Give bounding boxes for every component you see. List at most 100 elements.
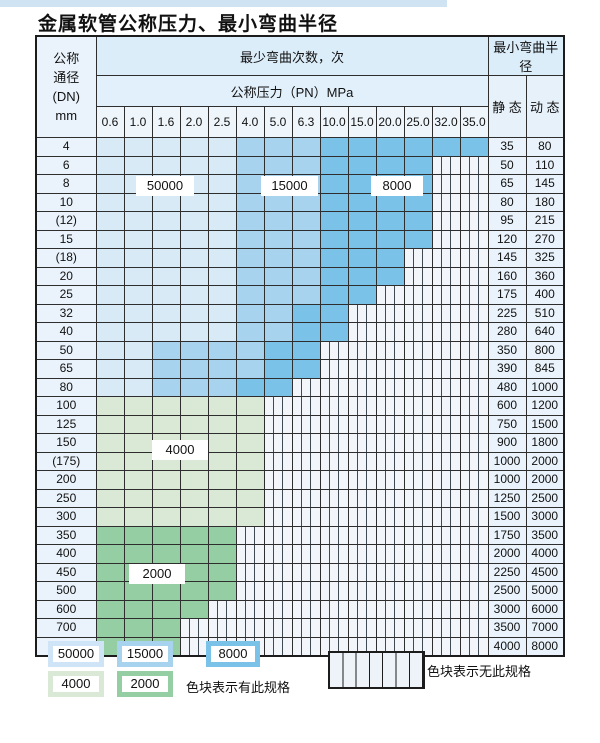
spec-cell-4000 [151,507,181,527]
dynamic-radius-cell: 215 [525,211,565,231]
pressure-value-header: 2.0 [179,106,209,138]
no-spec-cell [347,488,377,508]
dynamic-radius-cell: 5000 [525,581,565,601]
spec-cell-4000 [95,470,125,490]
pressure-value-header: 15.0 [347,106,377,138]
spec-cell-8000 [319,155,349,175]
no-spec-cell [263,451,293,471]
legend-no-spec-note: 色块表示无此规格 [427,664,532,679]
dn-cell: (175) [35,451,97,471]
spec-cell-15000 [291,266,321,286]
dynamic-radius-cell: 6000 [525,599,565,619]
spec-cell-2000 [123,581,153,601]
no-spec-cell [459,303,489,323]
spec-cell-8000 [375,266,405,286]
spec-cell-4000 [95,488,125,508]
spec-cell-4000 [235,396,265,416]
no-spec-cell [403,451,433,471]
spec-cell-15000 [207,340,237,360]
spec-cell-50000 [123,137,153,157]
no-spec-cell [375,359,405,379]
spec-cell-4000 [95,451,125,471]
spec-cell-50000 [207,137,237,157]
static-radius-cell: 50 [487,155,527,175]
dynamic-radius-cell: 3500 [525,525,565,545]
no-spec-cell [375,562,405,582]
spec-cell-4000 [151,414,181,434]
no-spec-cell [459,192,489,212]
no-spec-cell [403,581,433,601]
no-spec-cell [431,359,461,379]
no-spec-cell [431,414,461,434]
spec-cell-15000 [291,137,321,157]
spec-cell-4000 [179,396,209,416]
spec-cell-15000 [235,303,265,323]
no-spec-cell [459,451,489,471]
spec-cell-8000 [319,229,349,249]
spec-cell-2000 [123,544,153,564]
static-radius-cell: 65 [487,174,527,194]
spec-cell-50000 [95,285,125,305]
no-spec-cell [459,544,489,564]
dynamic-radius-cell: 360 [525,266,565,286]
spec-cell-50000 [123,211,153,231]
static-radius-cell: 900 [487,433,527,453]
spec-cell-50000 [95,248,125,268]
spec-cell-4000 [179,488,209,508]
spec-cell-50000 [179,248,209,268]
dn-cell: 32 [35,303,97,323]
table-row: 10 80 180 [35,192,565,212]
table-row: 40 280 640 [35,322,565,342]
spec-cell-15000 [207,359,237,379]
spec-cell-8000 [263,359,293,379]
no-spec-cell [375,285,405,305]
no-spec-cell [459,599,489,619]
no-spec-cell [431,229,461,249]
no-spec-cell [319,377,349,397]
spec-cell-50000 [95,266,125,286]
dynamic-radius-cell: 800 [525,340,565,360]
spec-cell-4000 [207,451,237,471]
no-spec-cell [291,433,321,453]
spec-cell-50000 [151,192,181,212]
static-radius-cell: 145 [487,248,527,268]
spec-cell-8000 [375,192,405,212]
dn-cell: 50 [35,340,97,360]
static-radius-cell: 1500 [487,507,527,527]
spec-cell-4000 [207,396,237,416]
spec-cell-50000 [207,322,237,342]
no-spec-cell [431,525,461,545]
spec-cell-8000 [375,229,405,249]
spec-cell-15000 [179,340,209,360]
spec-cell-8000 [319,285,349,305]
spec-cell-8000 [263,340,293,360]
static-radius-cell: 750 [487,414,527,434]
static-radius-cell: 80 [487,192,527,212]
header-pressure: 公称压力（PN）MPa [95,75,489,107]
band-label-8000: 8000 [371,176,423,196]
spec-cell-15000 [263,211,293,231]
no-spec-cell [403,248,433,268]
table-row: 150 900 1800 [35,433,565,453]
dynamic-radius-cell: 845 [525,359,565,379]
no-spec-cell [403,266,433,286]
spec-cell-15000 [291,248,321,268]
no-spec-cell [375,581,405,601]
static-radius-cell: 4000 [487,636,527,657]
table-body: 4 35 80 6 50 110 8 65 145 10 80 180 (12) 95 215 15 120 27… [35,137,565,657]
spec-cell-50000 [95,359,125,379]
no-spec-cell [431,192,461,212]
static-radius-cell: 35 [487,137,527,157]
dynamic-radius-cell: 8000 [525,636,565,657]
dn-cell: 250 [35,488,97,508]
no-spec-cell [459,636,489,657]
no-spec-cell [347,562,377,582]
no-spec-cell [459,266,489,286]
no-spec-cell [319,544,349,564]
no-spec-cell [403,359,433,379]
no-spec-cell [459,488,489,508]
table-row: 400 2000 4000 [35,544,565,564]
spec-cell-15000 [235,359,265,379]
dynamic-radius-cell: 4500 [525,562,565,582]
dn-cell: 80 [35,377,97,397]
